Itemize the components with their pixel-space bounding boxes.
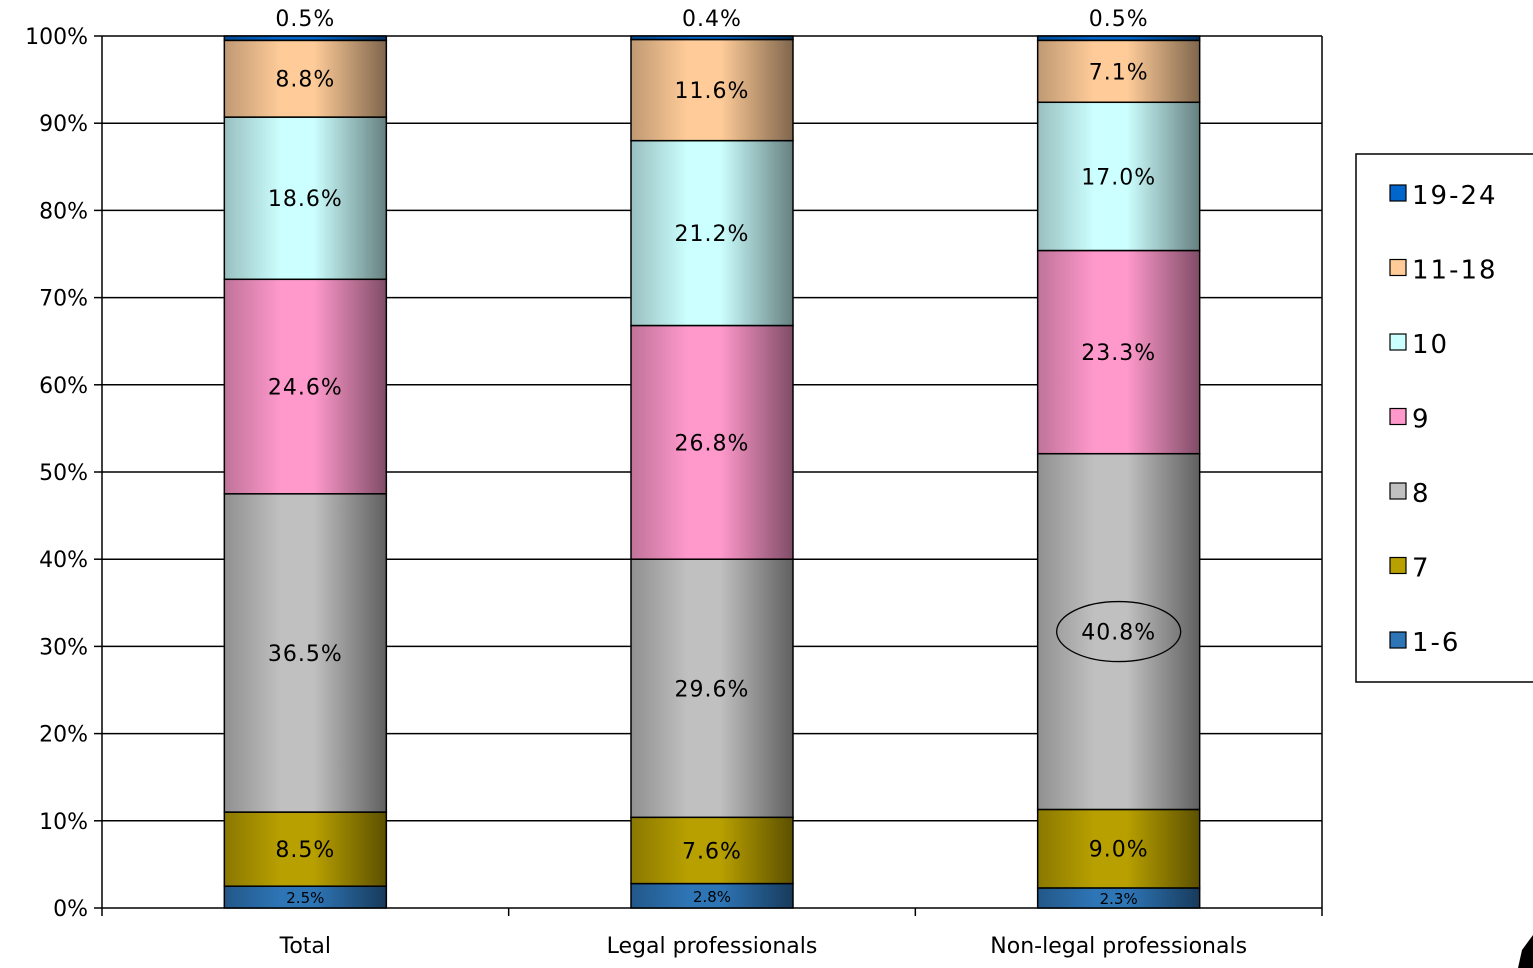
bar-segment-shading (630, 558, 794, 819)
bar-segment-shading (630, 35, 794, 41)
data-label: 2.3% (1100, 890, 1138, 908)
legend-label: 10 (1412, 330, 1449, 360)
bar-segment-shading (1036, 35, 1201, 42)
y-tick-label: 0% (53, 897, 88, 922)
bar-segment-shading (630, 139, 794, 327)
legend-label: 19-24 (1412, 181, 1498, 211)
legend-swatch (1389, 631, 1407, 649)
legend-swatch (1389, 258, 1407, 277)
x-category-label: Total (279, 934, 331, 959)
legend-label: 1-6 (1412, 628, 1460, 658)
bar-segment-shading (223, 116, 388, 281)
data-label: 17.0% (1081, 165, 1156, 190)
legend-label: 8 (1412, 479, 1431, 509)
data-label: 26.8% (675, 431, 750, 456)
bar-segment-shading (1036, 39, 1201, 104)
data-label: 7.6% (682, 839, 742, 864)
y-tick-label: 50% (39, 461, 88, 486)
bar-segment-shading (1036, 249, 1201, 455)
y-tick-label: 30% (39, 635, 88, 660)
data-label: 23.3% (1081, 341, 1156, 366)
legend-label: 7 (1412, 554, 1431, 584)
data-label: 2.8% (693, 888, 731, 906)
legend-label: 9 (1412, 405, 1431, 435)
bar-segment-shading (630, 38, 794, 142)
bar-segment-shading (223, 811, 388, 887)
y-tick-label: 80% (39, 199, 88, 224)
data-label: 0.4% (682, 7, 742, 32)
data-label: 40.8% (1081, 621, 1156, 646)
data-label: 7.1% (1089, 60, 1149, 85)
data-label: 8.8% (275, 68, 335, 93)
highlight-ellipse (1056, 600, 1182, 663)
legend-swatch (1389, 333, 1407, 351)
data-label: 2.5% (286, 889, 324, 907)
data-label: 8.5% (275, 838, 335, 863)
y-tick-label: 100% (25, 25, 88, 50)
data-label: 9.0% (1089, 838, 1149, 863)
bar-segment-shading (630, 324, 794, 560)
legend-swatch (1389, 482, 1407, 500)
y-tick-label: 70% (39, 287, 88, 312)
bar-segment-shading (1036, 808, 1201, 889)
legend-box (1355, 153, 1533, 683)
legend-swatch (1389, 556, 1407, 575)
legend-swatch (1389, 407, 1407, 426)
data-label: 24.6% (268, 376, 343, 401)
legend-swatch (1389, 184, 1407, 202)
x-category-label: Legal professionals (607, 934, 818, 959)
corner-mark (1518, 935, 1533, 968)
y-tick-label: 10% (39, 810, 88, 835)
bar-segment-shading (630, 882, 794, 909)
data-label: 21.2% (675, 222, 750, 247)
data-label: 0.5% (1089, 7, 1149, 32)
data-label: 0.5% (275, 7, 335, 32)
data-label: 11.6% (675, 79, 750, 104)
data-label: 36.5% (268, 642, 343, 667)
bar-segment-shading (223, 39, 388, 118)
data-label: 29.6% (675, 677, 750, 702)
x-category-label: Non-legal professionals (990, 934, 1247, 959)
y-tick-label: 90% (39, 112, 88, 137)
y-tick-label: 60% (39, 374, 88, 399)
y-tick-label: 20% (39, 723, 88, 748)
bar-segment-shading (1036, 452, 1201, 811)
legend-label: 11-18 (1412, 256, 1498, 286)
y-tick-label: 40% (39, 548, 88, 573)
bar-segment-shading (630, 816, 794, 885)
bar-segment-shading (223, 35, 388, 42)
bar-segment-shading (1036, 101, 1201, 252)
data-label: 18.6% (268, 187, 343, 212)
bar-segment-shading (223, 278, 388, 495)
